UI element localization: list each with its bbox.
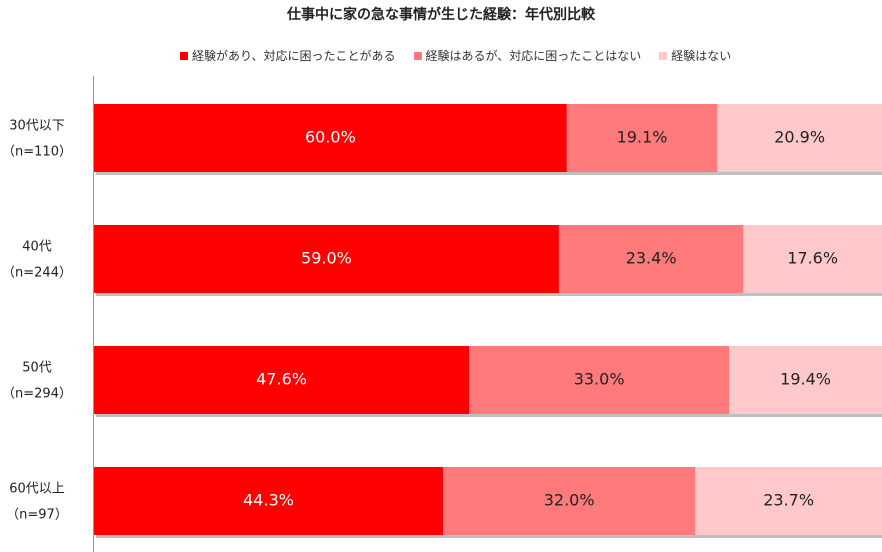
bar-segment — [558, 225, 744, 293]
bar-segment — [695, 467, 882, 535]
chart-title: 仕事中に家の急な事情が生じた経験：年代別比較 — [287, 7, 595, 23]
bar-segment — [743, 225, 882, 293]
data-label: 23.7% — [763, 491, 814, 510]
data-label: 59.0% — [301, 249, 352, 268]
category-sample-size: （n=294） — [2, 387, 72, 402]
bar-segment — [443, 467, 696, 535]
data-label: 20.9% — [774, 128, 825, 147]
legend-swatch-2 — [413, 51, 422, 60]
bar-segment — [469, 346, 730, 414]
category-label: 40代 — [22, 240, 52, 255]
legend-label-2: 経験はあるが、対応に困ったことはない — [425, 49, 642, 63]
legend-swatch-1 — [180, 51, 188, 60]
category-sample-size: （n=244） — [2, 266, 72, 281]
category-sample-size: （n=97） — [6, 508, 68, 523]
bar-segment — [94, 467, 444, 535]
bar-segment — [717, 104, 882, 172]
data-label: 47.6% — [256, 370, 307, 389]
data-label: 33.0% — [574, 370, 625, 389]
legend: 経験があり、対応に困ったことがある 経験はあるが、対応に困ったことはない 経験は… — [180, 47, 731, 64]
category-label: 50代 — [22, 361, 52, 376]
category-label: 30代以下 — [9, 119, 65, 134]
category-label: 60代以上 — [9, 482, 65, 497]
data-label: 44.3% — [243, 491, 294, 510]
data-label: 23.4% — [626, 249, 677, 268]
legend-swatch-3 — [659, 51, 668, 60]
legend-item-1: 経験があり、対応に困ったことがある — [180, 47, 396, 64]
legend-label-1: 経験があり、対応に困ったことがある — [192, 49, 396, 63]
data-label: 17.6% — [787, 249, 838, 268]
bar-segment — [94, 225, 559, 293]
data-label: 19.1% — [617, 128, 668, 147]
data-label: 19.4% — [780, 370, 831, 389]
bar-segment — [94, 346, 470, 414]
bar-segment — [566, 104, 718, 172]
bar-segment — [729, 346, 882, 414]
legend-label-3: 経験はない — [671, 49, 732, 63]
legend-item-2: 経験はあるが、対応に困ったことはない — [413, 47, 642, 64]
data-label: 60.0% — [305, 128, 356, 147]
data-label: 32.0% — [544, 491, 595, 510]
bar-segment — [94, 104, 567, 172]
legend-item-3: 経験はない — [659, 47, 731, 64]
category-sample-size: （n=110） — [2, 145, 72, 160]
